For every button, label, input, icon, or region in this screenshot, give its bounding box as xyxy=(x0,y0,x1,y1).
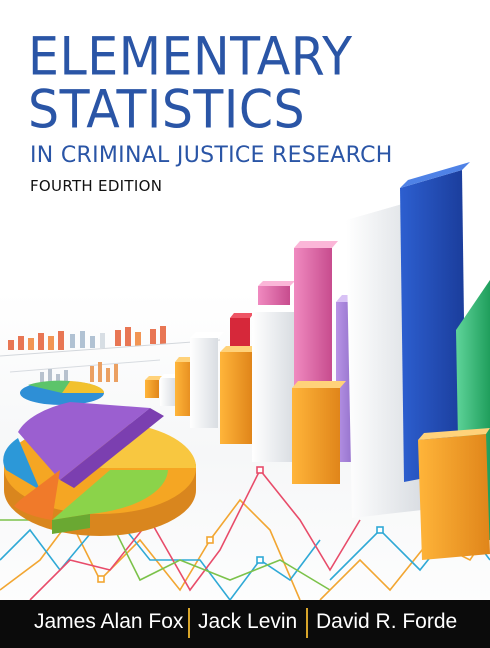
background-pie-chart xyxy=(20,326,320,405)
edition-label: FOURTH EDITION xyxy=(30,177,163,195)
background-mini-charts xyxy=(0,326,221,382)
author-3: David R. Forde xyxy=(316,610,458,633)
author-bar: James Alan Fox Jack Levin David R. Forde xyxy=(0,600,490,648)
bar-yellow-front xyxy=(418,428,490,560)
statistics-artwork xyxy=(0,162,490,600)
bar-small-1 xyxy=(145,376,163,398)
bar-orange-front xyxy=(292,381,346,484)
3d-bar-chart xyxy=(145,162,490,560)
author-2: Jack Levin xyxy=(198,610,298,633)
subtitle: IN CRIMINAL JUSTICE RESEARCH xyxy=(30,143,393,168)
bar-white-mid xyxy=(252,305,300,462)
title-block: ELEMENTARY STATISTICS xyxy=(28,25,353,136)
title-line-2: STATISTICS xyxy=(28,78,306,141)
bar-blue-tall xyxy=(400,162,470,482)
bar-pink-tall xyxy=(294,241,338,398)
author-1: James Alan Fox xyxy=(34,610,184,633)
author-separator-2 xyxy=(306,608,308,638)
bar-small-4 xyxy=(190,332,224,428)
3d-pie-chart xyxy=(3,402,197,536)
title-line-1: ELEMENTARY xyxy=(28,25,353,88)
author-separator-1 xyxy=(188,608,190,638)
bar-orange-mid xyxy=(220,346,258,444)
